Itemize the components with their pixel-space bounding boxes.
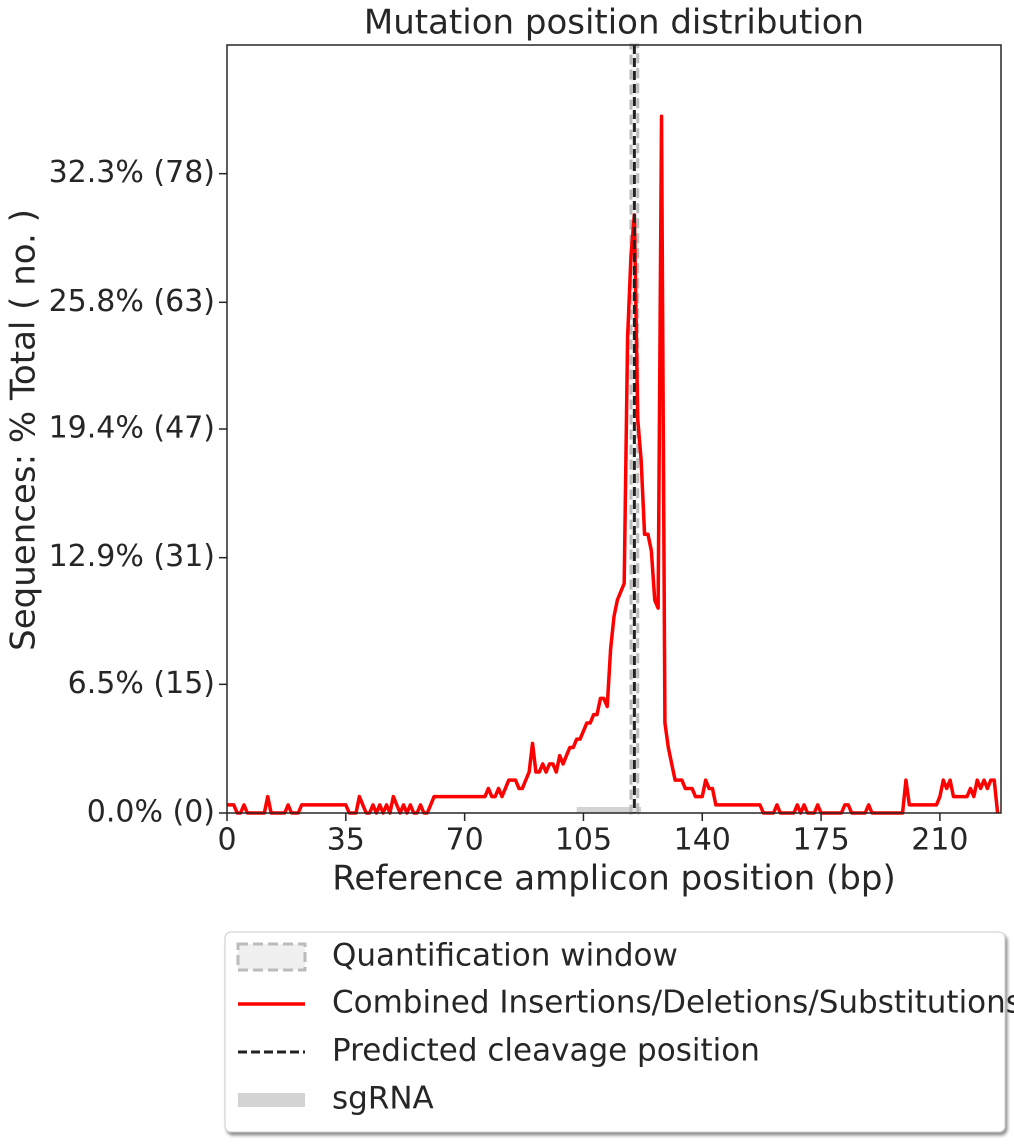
x-tick-label: 0 [217, 823, 236, 858]
x-tick-label: 175 [792, 823, 849, 858]
legend-window-swatch [236, 942, 307, 972]
y-tick-label: 25.8% (63) [49, 284, 215, 319]
y-tick-label: 6.5% (15) [68, 666, 215, 701]
x-tick-label: 105 [555, 823, 612, 858]
chart-title: Mutation position distribution [364, 3, 864, 43]
y-tick-label: 32.3% (78) [49, 155, 215, 190]
x-tick-label: 140 [674, 823, 731, 858]
y-tick-label: 0.0% (0) [87, 795, 215, 830]
x-tick-label: 70 [446, 823, 484, 858]
legend-label: Combined Insertions/Deletions/Substituti… [332, 985, 1014, 1021]
plot-frame [226, 44, 1002, 814]
y-tick-label: 19.4% (47) [49, 411, 215, 446]
sgrna-bar [576, 807, 642, 813]
x-axis-label: Reference amplicon position (bp) [332, 859, 895, 899]
legend-box [224, 931, 1006, 1133]
y-tick-label: 12.9% (31) [49, 539, 215, 574]
legend-label: sgRNA [332, 1081, 434, 1117]
x-tick-label: 35 [327, 823, 365, 858]
y-axis-label: Sequences: % Total ( no. ) [4, 209, 44, 651]
legend-label: Quantification window [332, 938, 678, 974]
x-tick-label: 210 [911, 823, 968, 858]
data-line [227, 114, 1000, 815]
legend-label: Predicted cleavage position [332, 1033, 760, 1069]
